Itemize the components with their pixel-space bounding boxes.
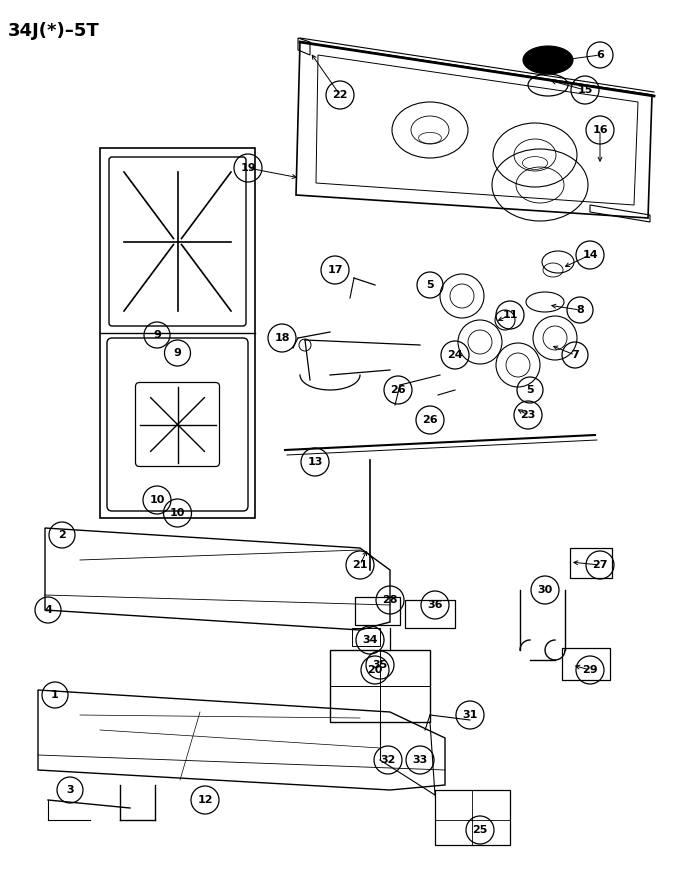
Text: 10: 10 [170, 508, 185, 518]
Text: 27: 27 [592, 560, 608, 570]
Text: 36: 36 [427, 600, 443, 610]
Text: 17: 17 [327, 265, 343, 275]
Text: 26: 26 [390, 385, 406, 395]
Text: 9: 9 [153, 330, 161, 340]
Text: 9: 9 [173, 348, 182, 358]
Text: 15: 15 [577, 85, 593, 95]
Text: 8: 8 [576, 305, 584, 315]
Text: 5: 5 [526, 385, 534, 395]
Text: 13: 13 [307, 457, 323, 467]
Text: 34J(*)–5T: 34J(*)–5T [8, 22, 100, 40]
Text: 35: 35 [373, 660, 388, 670]
Text: 19: 19 [240, 163, 256, 173]
Text: 28: 28 [382, 595, 398, 605]
Text: 21: 21 [352, 560, 368, 570]
Text: 24: 24 [447, 350, 463, 360]
Text: 14: 14 [582, 250, 598, 260]
Text: 10: 10 [150, 495, 165, 505]
Text: 5: 5 [426, 280, 434, 290]
Text: 26: 26 [422, 415, 438, 425]
Text: 11: 11 [503, 310, 517, 320]
Text: 34: 34 [362, 635, 378, 645]
Text: 7: 7 [571, 350, 579, 360]
Text: 18: 18 [274, 333, 290, 343]
Text: 30: 30 [537, 585, 553, 595]
Text: 31: 31 [462, 710, 477, 720]
Text: 6: 6 [596, 50, 604, 60]
Text: 25: 25 [473, 825, 488, 835]
Ellipse shape [523, 46, 573, 74]
Text: 4: 4 [44, 605, 52, 615]
Text: 33: 33 [412, 755, 428, 765]
Text: 1: 1 [51, 690, 59, 700]
Text: 3: 3 [66, 785, 74, 795]
Text: 23: 23 [520, 410, 536, 420]
Text: 20: 20 [367, 665, 383, 675]
Text: 29: 29 [582, 665, 598, 675]
Text: 12: 12 [197, 795, 213, 805]
Text: 22: 22 [333, 90, 347, 100]
Text: 32: 32 [380, 755, 396, 765]
Text: 16: 16 [592, 125, 608, 135]
Text: 2: 2 [58, 530, 66, 540]
